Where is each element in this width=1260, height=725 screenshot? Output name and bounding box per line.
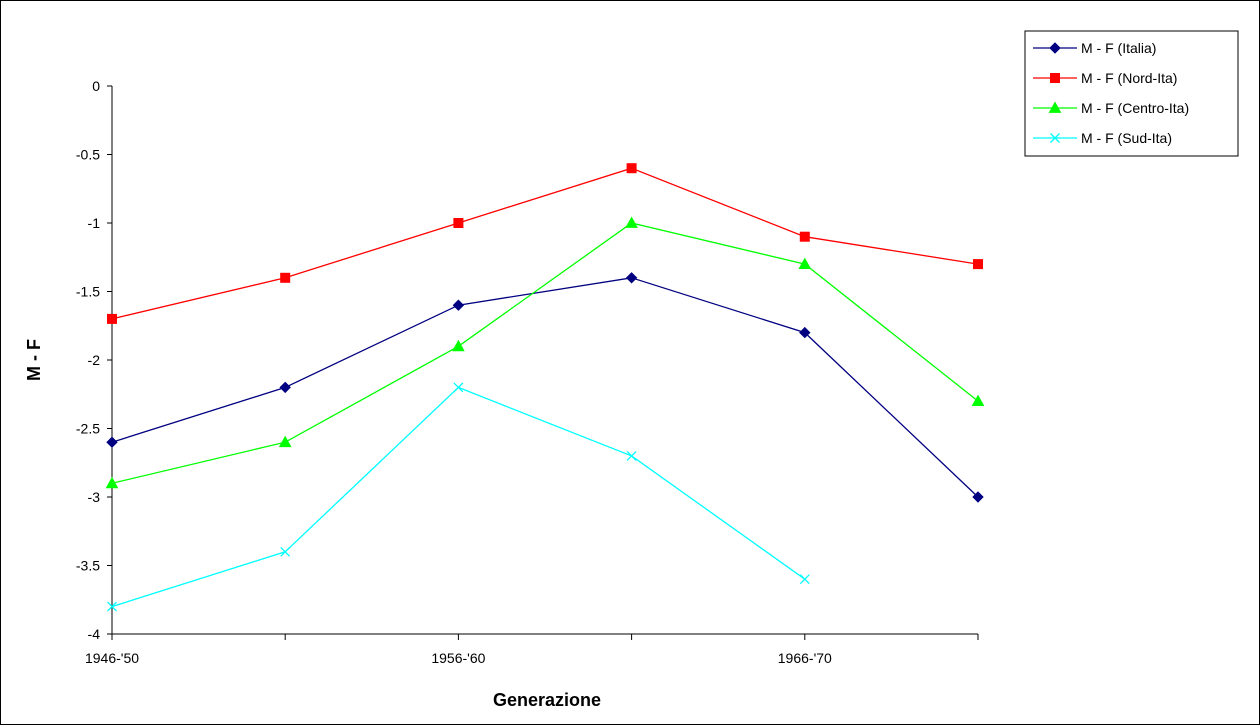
data-point: [972, 491, 984, 503]
x-axis: 1946-'50 1956-'60 1966-'70: [85, 633, 979, 666]
y-tick-label: -1.5: [76, 284, 100, 300]
data-point: [1048, 101, 1062, 113]
data-point: [971, 394, 985, 406]
data-point: [1050, 73, 1060, 83]
data-point: [625, 216, 638, 228]
series-line: [111, 222, 979, 484]
x-tick-label: 1946-'50: [85, 650, 139, 666]
data-point: [280, 272, 291, 283]
data-point: [279, 381, 291, 394]
y-tick-label: -3.5: [76, 558, 100, 574]
data-point: [107, 601, 117, 612]
y-axis: 0 -0.5 -1 -1.5 -2 -2.5 -3 -3.5 -4: [76, 78, 113, 642]
y-axis-title: M - F: [24, 339, 44, 381]
y-tick-label: -2.5: [76, 421, 100, 437]
data-point: [1049, 42, 1061, 54]
legend-box: [1024, 30, 1239, 157]
y-tick-label: -0.5: [76, 147, 100, 163]
data-point: [799, 326, 811, 339]
series-4: [107, 382, 810, 612]
y-tick-label: 0: [92, 78, 100, 94]
data-point: [107, 313, 117, 324]
data-point: [105, 476, 119, 489]
y-tick-label: -2: [88, 352, 101, 368]
series-layer: [105, 163, 985, 612]
data-point: [278, 435, 292, 448]
series-3: [105, 216, 985, 489]
data-point: [452, 299, 465, 311]
series-line: [111, 167, 979, 320]
data-point: [799, 231, 810, 242]
legend-item: M - F (Sud-Ita): [1033, 130, 1172, 146]
data-point: [625, 272, 638, 284]
data-point: [106, 436, 118, 448]
x-tick-label: 1966-'70: [778, 650, 832, 666]
data-point: [1050, 133, 1060, 143]
data-point: [280, 546, 291, 557]
series-line: [111, 277, 979, 498]
legend-label: M - F (Centro-Ita): [1081, 100, 1189, 116]
legend: M - F (Italia) M - F (Nord-Ita) M - F (Cen…: [1024, 30, 1239, 157]
data-point: [799, 574, 810, 585]
data-point: [453, 382, 464, 393]
y-tick-label: -3: [88, 489, 101, 505]
y-tick-label: -4: [88, 626, 101, 642]
x-tick-label: 1956-'60: [431, 650, 485, 666]
data-point: [798, 257, 812, 269]
y-tick-label: -1: [88, 215, 101, 231]
data-point: [626, 450, 637, 461]
data-point: [626, 163, 637, 174]
legend-item: M - F (Nord-Ita): [1033, 70, 1177, 86]
data-point: [453, 218, 464, 228]
legend-item: M - F (Centro-Ita): [1033, 100, 1189, 116]
data-point: [452, 339, 465, 352]
x-axis-title: Generazione: [493, 690, 601, 710]
data-point: [973, 259, 983, 270]
series-1: [106, 272, 984, 503]
series-line: [111, 386, 806, 608]
legend-label: M - F (Italia): [1081, 40, 1156, 56]
legend-label: M - F (Sud-Ita): [1081, 130, 1172, 146]
series-2: [107, 163, 983, 324]
legend-item: M - F (Italia): [1033, 40, 1156, 56]
legend-label: M - F (Nord-Ita): [1081, 70, 1177, 86]
